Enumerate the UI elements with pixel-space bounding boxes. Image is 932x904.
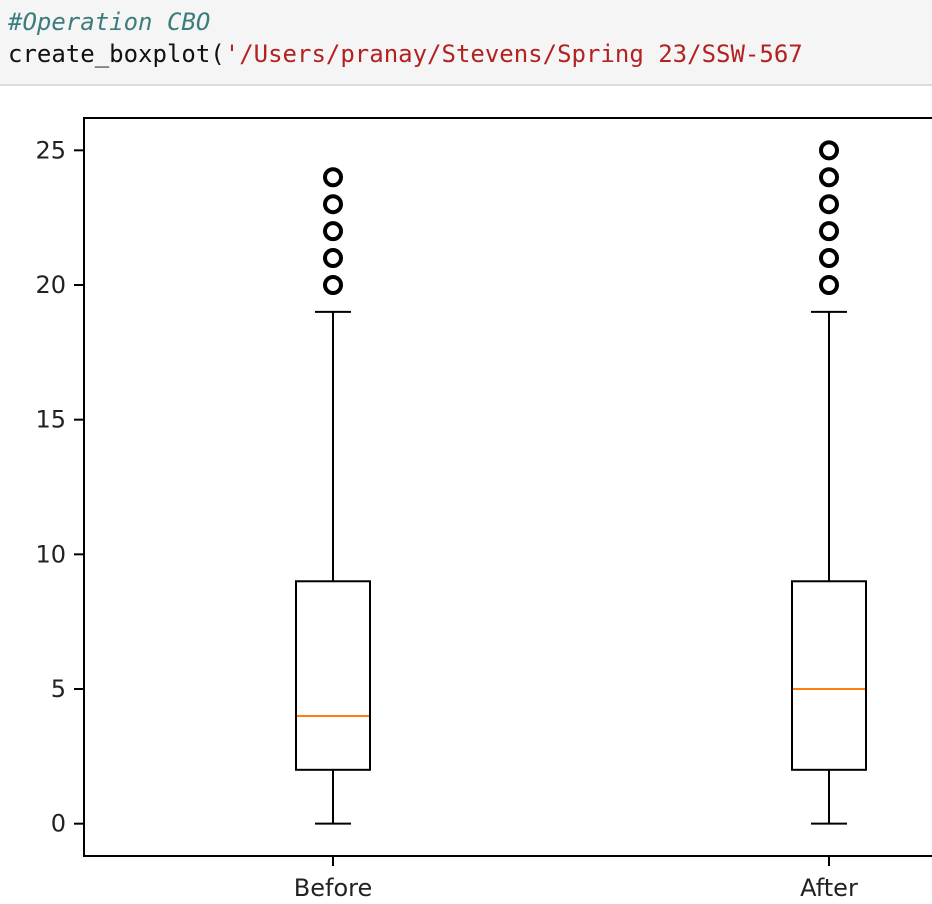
plot-frame	[83, 117, 932, 857]
y-tick-label: 20	[35, 271, 66, 299]
after-outlier-point	[819, 248, 839, 269]
after-outlier-point	[819, 274, 839, 295]
cell-output: 0 5 10 15 20 25 Before After	[0, 88, 932, 904]
y-tick-label: 15	[35, 406, 66, 434]
y-tick-label: 5	[51, 675, 66, 703]
after-outlier-point	[819, 221, 839, 242]
after-outlier-point	[819, 194, 839, 215]
boxplot-chart: 0 5 10 15 20 25 Before After	[35, 117, 932, 902]
code-string-argument: '/Users/pranay/Stevens/Spring 23/SSW-567	[224, 40, 803, 68]
x-tick-label-before: Before	[294, 874, 372, 902]
before-outlier-point	[323, 194, 343, 215]
before-box	[295, 580, 371, 771]
before-outlier-point	[323, 248, 343, 269]
code-cell[interactable]: #Operation CBO create_boxplot('/Users/pr…	[0, 0, 932, 86]
before-outlier-point	[323, 167, 343, 188]
before-outlier-point	[323, 274, 343, 295]
y-tick-label: 10	[35, 540, 66, 568]
y-tick-label: 0	[51, 810, 66, 838]
before-outlier-point	[323, 221, 343, 242]
after-outlier-point	[819, 167, 839, 188]
y-tick-label: 25	[35, 136, 66, 164]
x-tick-label-after: After	[800, 874, 858, 902]
code-function-call: create_boxplot(	[8, 40, 225, 68]
after-outlier-point	[819, 140, 839, 161]
code-comment: #Operation CBO	[8, 8, 211, 36]
after-box	[791, 580, 867, 771]
